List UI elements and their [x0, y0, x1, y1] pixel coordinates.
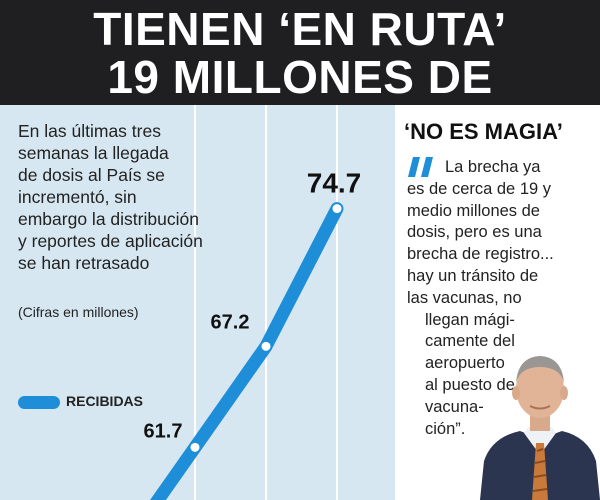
- quote-line: las vacunas, no: [407, 288, 522, 307]
- intro-line: semanas la llegada: [18, 143, 169, 163]
- data-point: [190, 442, 200, 452]
- units-note: (Cifras en millones): [18, 304, 139, 320]
- legend-swatch: [18, 396, 60, 409]
- quote-line: llegan mági-: [425, 310, 515, 329]
- data-label: 61.7: [144, 420, 183, 442]
- quote-line: aeropuerto: [425, 354, 505, 373]
- data-label: 67.2: [211, 311, 250, 333]
- series-line-lead: [150, 440, 202, 500]
- quote-line: dosis, pero es una: [407, 223, 542, 242]
- quote-title: ‘NO ES MAGIA’: [404, 119, 563, 144]
- data-label: 74.7: [307, 168, 362, 199]
- speaker-portrait: [480, 356, 600, 500]
- quote-line: vacuna-: [425, 397, 484, 416]
- intro-line: se han retrasado: [18, 253, 150, 273]
- intro-line: En las últimas tres: [18, 121, 161, 141]
- intro-line: de dosis al País se: [18, 165, 165, 185]
- data-point: [261, 341, 271, 351]
- legend-label: RECIBIDAS: [66, 393, 144, 409]
- quote-panel: ‘NO ES MAGIA’ La brecha ya es de cerca d…: [395, 105, 600, 500]
- quote-line: al puesto de: [425, 375, 515, 394]
- intro-line: incrementó, sin: [18, 187, 137, 207]
- quote-text: La brecha ya es de cerca de 19 y medio m…: [395, 157, 600, 440]
- quote-mark-icon: [408, 157, 433, 177]
- quote-line: brecha de registro...: [407, 245, 554, 264]
- intro-text: En las últimas tres semanas la llegada d…: [18, 120, 288, 274]
- quote-line: La brecha ya: [445, 158, 541, 176]
- intro-line: embargo la distribución: [18, 209, 199, 229]
- quote-line: medio millones de: [407, 201, 540, 220]
- headline-line-1: TIENEN ‘EN RUTA’: [93, 3, 507, 55]
- quote-line: camente del: [425, 332, 515, 351]
- quote-line: hay un tránsito de: [407, 266, 539, 285]
- chart-panel: 61.7 67.2 74.7: [0, 105, 395, 500]
- headline-banner: TIENEN ‘EN RUTA’ 19 MILLONES DE VACUNAS: [0, 0, 600, 152]
- quote-line: es de cerca de 19 y: [407, 179, 552, 198]
- quote-line: ción”.: [425, 419, 466, 438]
- data-point: [332, 204, 342, 214]
- line-chart: 61.7 67.2 74.7: [144, 105, 362, 500]
- intro-line: y reportes de aplicación: [18, 231, 203, 251]
